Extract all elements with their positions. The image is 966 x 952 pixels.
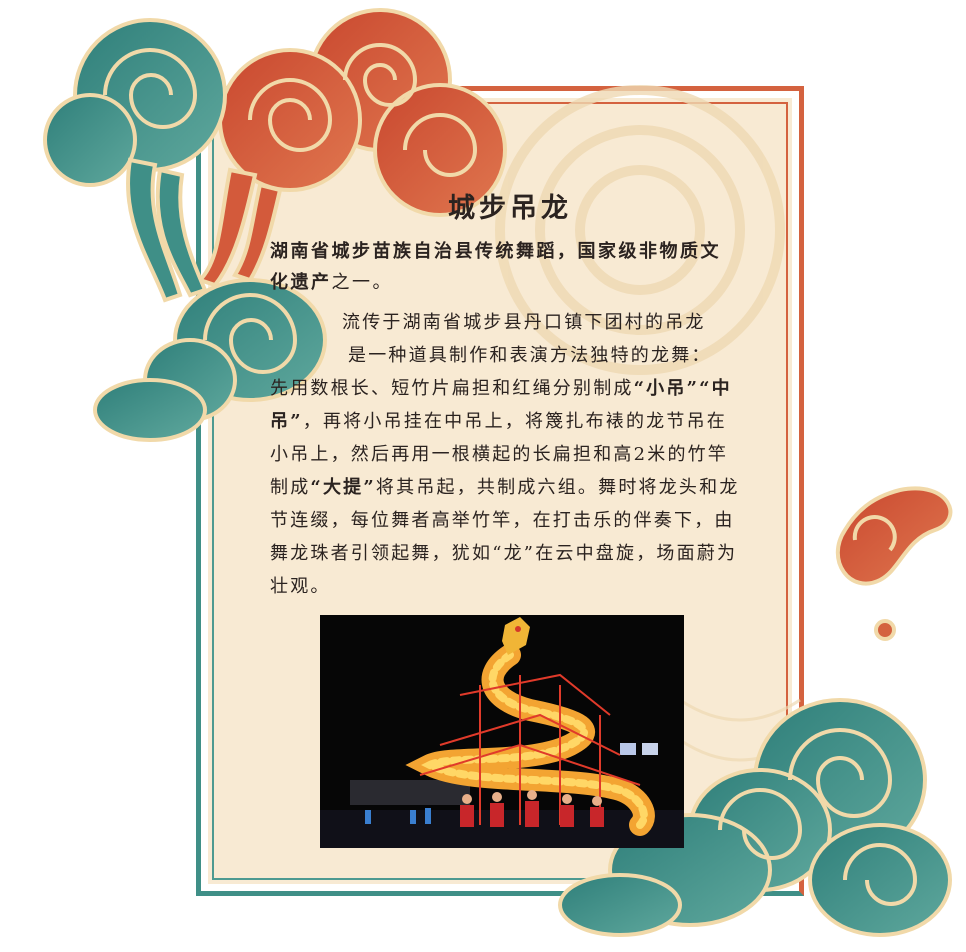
dragon-dance-photo [320,615,684,848]
page-title: 城步吊龙 [448,193,572,224]
term-dati: “大提” [310,477,376,498]
outer-frame [196,86,804,896]
term-xiaodiao: “小吊” [633,378,700,399]
body-line-2: 是一种道具制作和表演方法独特的龙舞： [348,345,712,366]
intro-bold: 湖南省城步苗族自治县传统舞蹈，国家级非物质文化遗产 [270,241,721,293]
body-line-3c: 将其吊起，共制成六组。舞时将龙头和龙节连缀，每位舞者高举竹竿，在打击乐的伴奏下，… [270,477,740,597]
dragon-lantern-image [320,615,684,848]
body-paragraph: 流传于湖南省城步县丹口镇下团村的吊龙 是一种道具制作和表演方法独特的龙舞： 先用… [270,306,740,603]
term-zhongdiao: “中吊” [270,378,732,432]
body-line-3a: 先用数根长、短竹片扁担和红绳分别制成 [270,378,634,399]
body-line-1: 流传于湖南省城步县丹口镇下团村的吊龙 [342,312,706,333]
inner-frame [212,102,788,880]
intro-text: 湖南省城步苗族自治县传统舞蹈，国家级非物质文化遗产之一。 [270,236,740,298]
body-line-3b: ，再将小吊挂在中吊上，将篾扎布裱的龙节吊在小吊上，然后再用一根横起的长扁担和高2… [270,411,729,498]
intro-rest: 之一。 [331,272,393,293]
